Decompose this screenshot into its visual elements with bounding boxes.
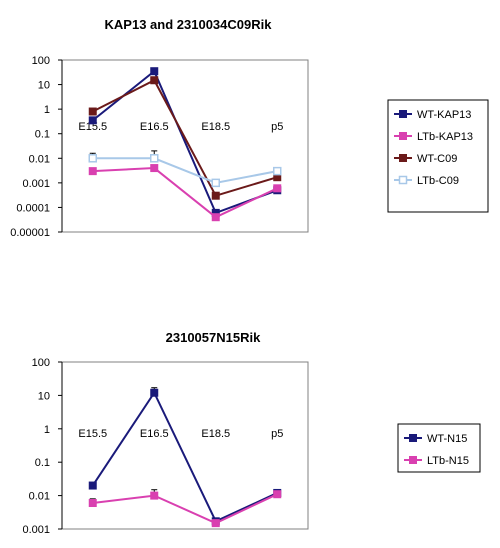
y-tick-label: 100 <box>32 357 50 369</box>
legend-box <box>397 423 481 473</box>
y-tick-label: 0.1 <box>35 129 50 141</box>
data-point <box>273 166 282 176</box>
y-tick-label: 1 <box>44 104 50 116</box>
y-tick-label: 0.01 <box>29 491 50 503</box>
legend-label: WT-N15 <box>427 433 467 445</box>
legend-label: WT-KAP13 <box>417 109 471 121</box>
data-point <box>211 213 220 222</box>
chart-n15-svg: 2310057N15Rik 100 10 1 0.1 0.01 0.001 E15.5 E16… <box>22 330 481 536</box>
y-tick-label: 0.001 <box>22 178 50 190</box>
data-point <box>88 107 97 116</box>
x-tick-label: p5 <box>271 428 283 440</box>
plot-frame <box>61 361 309 530</box>
x-tick-label: E16.5 <box>140 121 169 133</box>
x-tick-label: E15.5 <box>78 121 107 133</box>
y-tick-label: 0.001 <box>22 524 50 536</box>
series-line <box>92 78 278 197</box>
legend-label: LTb-C09 <box>417 175 459 187</box>
chart-kap13: KAP13 and 2310034C09Rik 100 10 1 0.1 0.01 0.0… <box>0 0 500 260</box>
y-tick-label: 10 <box>38 390 50 402</box>
data-point <box>88 116 97 125</box>
data-point <box>88 154 97 163</box>
series-line <box>92 493 278 525</box>
y-tick-label: 0.00001 <box>10 227 50 239</box>
x-tick-label: E16.5 <box>140 428 169 440</box>
legend-marker <box>409 456 417 464</box>
legend-marker <box>399 132 407 140</box>
y-tick-label: 1 <box>44 424 50 436</box>
data-point <box>150 67 159 76</box>
legend-marker <box>399 154 407 162</box>
x-tick-label: E15.5 <box>78 428 107 440</box>
data-point <box>211 519 220 528</box>
data-point <box>150 154 159 163</box>
data-point <box>88 499 97 508</box>
data-point <box>211 178 220 188</box>
y-tick-label: 0.0001 <box>16 202 50 214</box>
y-tick-label: 0.01 <box>29 153 50 165</box>
x-tick-label: E18.5 <box>201 121 230 133</box>
data-point <box>273 490 282 499</box>
series-line <box>92 157 278 184</box>
y-tick-label: 100 <box>32 55 50 67</box>
chart-title: KAP13 and 2310034C09Rik <box>105 17 273 32</box>
x-tick-label: E18.5 <box>201 428 230 440</box>
data-point <box>150 388 159 397</box>
data-point <box>211 191 220 200</box>
legend-label: LTb-KAP13 <box>417 131 473 143</box>
legend-marker <box>399 110 407 118</box>
plot-frame <box>61 59 309 233</box>
chart-kap13-svg: KAP13 and 2310034C09Rik 100 10 1 0.1 0.01 0.0… <box>10 17 489 239</box>
data-point <box>150 76 159 85</box>
legend-label: LTb-N15 <box>427 455 469 467</box>
series-line <box>92 167 278 219</box>
data-point <box>88 481 97 490</box>
data-point <box>150 164 159 173</box>
data-point <box>88 167 97 176</box>
data-point <box>150 491 159 500</box>
data-point <box>273 184 282 193</box>
chart-title: 2310057N15Rik <box>166 330 261 345</box>
series-line <box>91 390 278 523</box>
y-tick-label: 10 <box>38 80 50 92</box>
x-tick-label: p5 <box>271 121 283 133</box>
legend-marker <box>398 175 408 185</box>
y-tick-label: 0.1 <box>35 457 50 469</box>
chart-n15: 2310057N15Rik 100 10 1 0.1 0.01 0.001 E15.5 E16… <box>0 316 500 548</box>
legend-label: WT-C09 <box>417 153 457 165</box>
legend-marker <box>409 434 417 442</box>
